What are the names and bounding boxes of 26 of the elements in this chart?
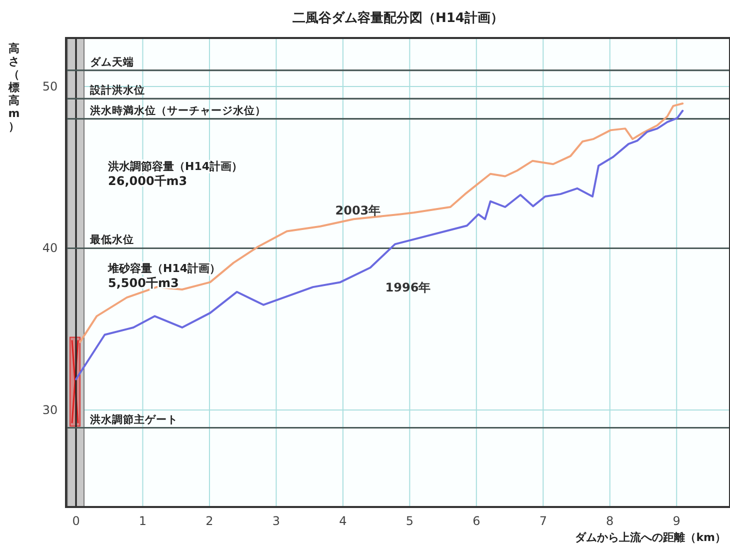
annotation: 堆砂容量（H14計画） 5,500千m3 (107, 262, 221, 290)
y-axis-title: 高さ（標高m） (8, 42, 20, 133)
x-axis-title: ダムから上流への距離（km） (575, 531, 726, 544)
ref-line-label: 設計洪水位 (89, 84, 146, 97)
ref-line-label: 最低水位 (89, 233, 134, 246)
y-tick-label: 30 (42, 402, 58, 417)
x-tick-label: 1 (138, 514, 147, 528)
chart-title: 二風谷ダム容量配分図（H14計画） (292, 10, 504, 26)
x-tick-label: 8 (606, 514, 614, 528)
y-tick-label: 40 (42, 241, 58, 256)
ref-line-label: 洪水調節主ゲート (89, 412, 178, 426)
ref-line-label: ダム天端 (90, 55, 134, 68)
x-tick-label: 3 (272, 514, 280, 528)
x-tick-label: 9 (672, 514, 680, 528)
x-tick-label: 0 (72, 514, 80, 528)
series-label: 2003年 (335, 203, 381, 218)
line-series (79, 102, 684, 344)
x-tick-label: 4 (339, 514, 347, 528)
x-tick-label: 5 (406, 514, 414, 528)
series-label: 1996年 (385, 280, 431, 295)
y-tick-label: 50 (42, 80, 58, 94)
x-tick-label: 7 (539, 514, 547, 528)
x-tick-label: 6 (472, 514, 480, 528)
ref-line-label: 洪水時満水位（サーチャージ水位） (89, 104, 266, 117)
x-tick-label: 2 (206, 514, 214, 528)
annotation: 洪水調節容量（H14計画） 26,000千m3 (107, 160, 243, 188)
